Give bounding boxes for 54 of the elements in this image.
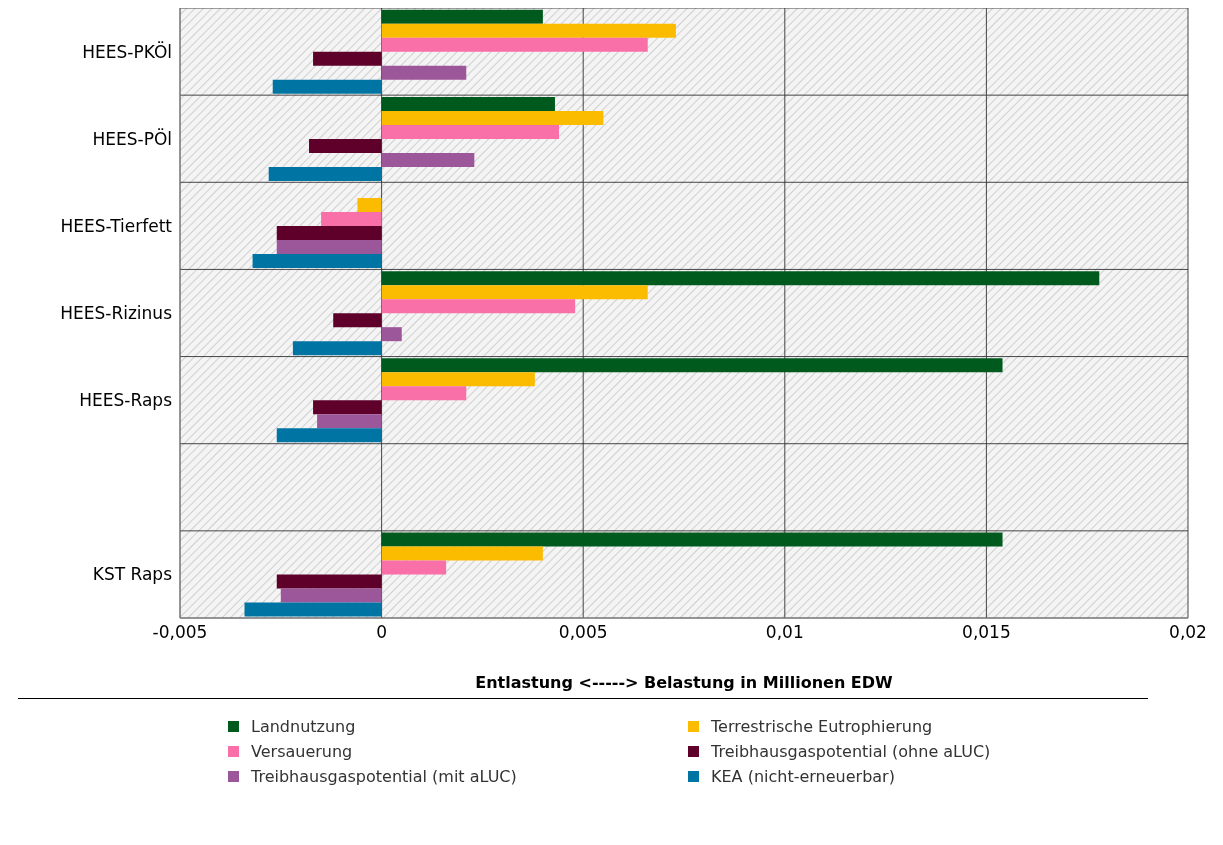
legend-label: KEA (nicht-erneuerbar): [711, 767, 895, 786]
bar: [276, 240, 382, 255]
bar: [381, 532, 1003, 547]
bar: [381, 96, 555, 111]
bar: [381, 152, 475, 167]
bar: [280, 588, 382, 603]
bar: [276, 226, 382, 241]
bar: [381, 110, 604, 125]
bar: [252, 254, 382, 269]
bar: [381, 327, 402, 342]
bar: [309, 138, 382, 153]
y-tick-label: HEES-Tierfett: [60, 215, 173, 236]
bar: [272, 79, 382, 94]
bar: [381, 65, 467, 80]
bar: [381, 560, 447, 575]
y-tick-label: HEES-PKÖl: [82, 40, 172, 62]
x-axis-title: Entlastung <-----> Belastung in Millionen EDW: [475, 673, 894, 692]
y-tick-label: HEES-Raps: [79, 390, 173, 411]
legend-label: Landnutzung: [251, 717, 356, 736]
bar: [381, 358, 1003, 373]
y-tick-label: HEES-Rizinus: [60, 303, 173, 324]
bar: [313, 51, 382, 66]
bar: [381, 299, 576, 314]
legend-label: Versauerung: [251, 742, 353, 761]
bar: [276, 428, 382, 443]
x-tick-label: -0,005: [152, 622, 208, 643]
x-tick-label: 0: [376, 622, 388, 643]
legend-label: Terrestrische Eutrophierung: [711, 717, 933, 736]
x-tick-label: 0,01: [765, 622, 804, 643]
bar: [381, 386, 467, 401]
bar: [381, 546, 543, 561]
bar: [268, 166, 382, 181]
legend-label: Treibhausgaspotential (mit aLUC): [251, 767, 517, 786]
bar: [313, 400, 382, 415]
bar: [244, 602, 382, 617]
x-tick-label: 0,005: [558, 622, 608, 643]
bar: [292, 341, 382, 356]
x-tick-label: 0,02: [1169, 622, 1207, 643]
bar: [381, 23, 676, 38]
bar: [357, 198, 382, 213]
bar: [381, 372, 535, 387]
bar: [381, 9, 543, 24]
legend-label: Treibhausgaspotential (ohne aLUC): [711, 742, 991, 761]
bar: [381, 271, 1100, 286]
bar: [381, 37, 648, 52]
bar: [381, 285, 648, 300]
bar: [276, 574, 382, 589]
y-tick-label: KST Raps: [92, 564, 173, 585]
bar: [321, 212, 382, 227]
y-tick-label: HEES-PÖl: [92, 127, 172, 149]
bar: [381, 124, 560, 139]
bar: [317, 414, 382, 429]
bar: [333, 313, 382, 328]
x-tick-label: 0,015: [962, 622, 1011, 643]
